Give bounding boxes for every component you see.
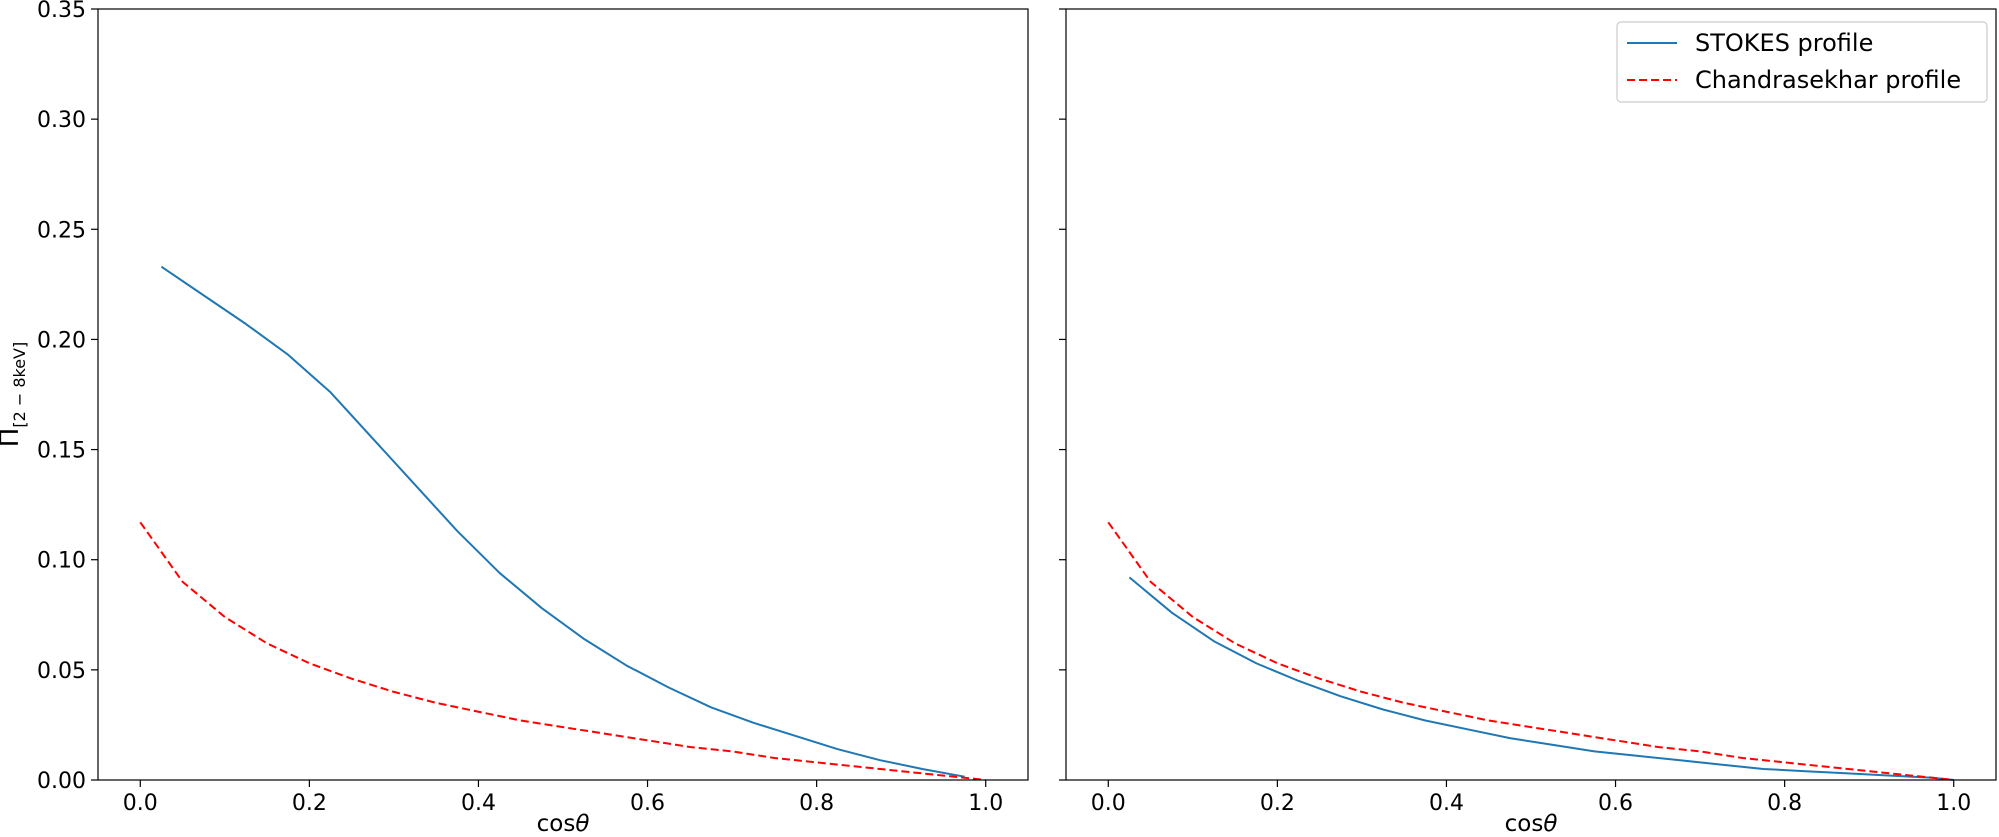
x-axis-label: cosθ: [1505, 811, 1558, 837]
x-tick-label: 0.4: [1429, 791, 1464, 816]
y-axis-label-main: Π: [0, 428, 25, 448]
x-axis-label-symbol: θ: [575, 811, 589, 837]
x-tick-label: 1.0: [968, 791, 1003, 816]
series-line-1: [1107, 521, 1954, 781]
x-axis-label-symbol: θ: [1543, 811, 1557, 837]
x-tick-label: 0.0: [123, 791, 158, 816]
x-tick-label: 0.2: [292, 791, 327, 816]
legend-label-1: Chandrasekhar profile: [1695, 66, 1961, 94]
legend-box: [1616, 21, 1988, 103]
plot-frame: [97, 8, 1029, 781]
x-tick-label: 0.6: [630, 791, 665, 816]
x-tick-label: 0.0: [1091, 791, 1126, 816]
y-tick-label: 0.00: [37, 769, 86, 794]
x-axis-label-text: cos: [537, 811, 576, 837]
y-tick-label: 0.10: [37, 549, 86, 574]
y-tick-label: 0.30: [37, 108, 86, 133]
y-tick-label: 0.35: [37, 0, 86, 23]
y-tick-label: 0.15: [37, 439, 86, 464]
x-tick-label: 1.0: [1936, 791, 1971, 816]
x-axis-label-text: cos: [1505, 811, 1544, 837]
series-line-0: [160, 265, 965, 778]
y-tick-label: 0.20: [37, 328, 86, 353]
x-tick-label: 0.8: [799, 791, 834, 816]
plot-frame: [1065, 8, 1997, 781]
series-line-1: [139, 521, 986, 781]
x-axis-label: cosθ: [537, 811, 590, 837]
x-tick-label: 0.2: [1260, 791, 1295, 816]
left-panel: 0.0 0.2 0.4 0.6 0.8 1.0 0.00 0.05 0.10 0.15 0.20 0.…: [0, 0, 1029, 837]
y-axis-label-subscript: [2 − 8keV]: [10, 342, 29, 428]
x-tick-label: 0.8: [1767, 791, 1802, 816]
right-panel: 0.0 0.2 0.4 0.6 0.8 1.0 cosθ STOKES profile Chan…: [1059, 8, 1997, 837]
y-tick-label: 0.05: [37, 659, 86, 684]
x-tick-label: 0.6: [1598, 791, 1633, 816]
x-tick-label: 0.4: [461, 791, 496, 816]
series-line-0: [1128, 576, 1954, 781]
legend-label-0: STOKES profile: [1695, 29, 1873, 57]
y-axis-label: Π[2 − 8keV]: [0, 342, 29, 447]
y-tick-label: 0.25: [37, 218, 86, 243]
